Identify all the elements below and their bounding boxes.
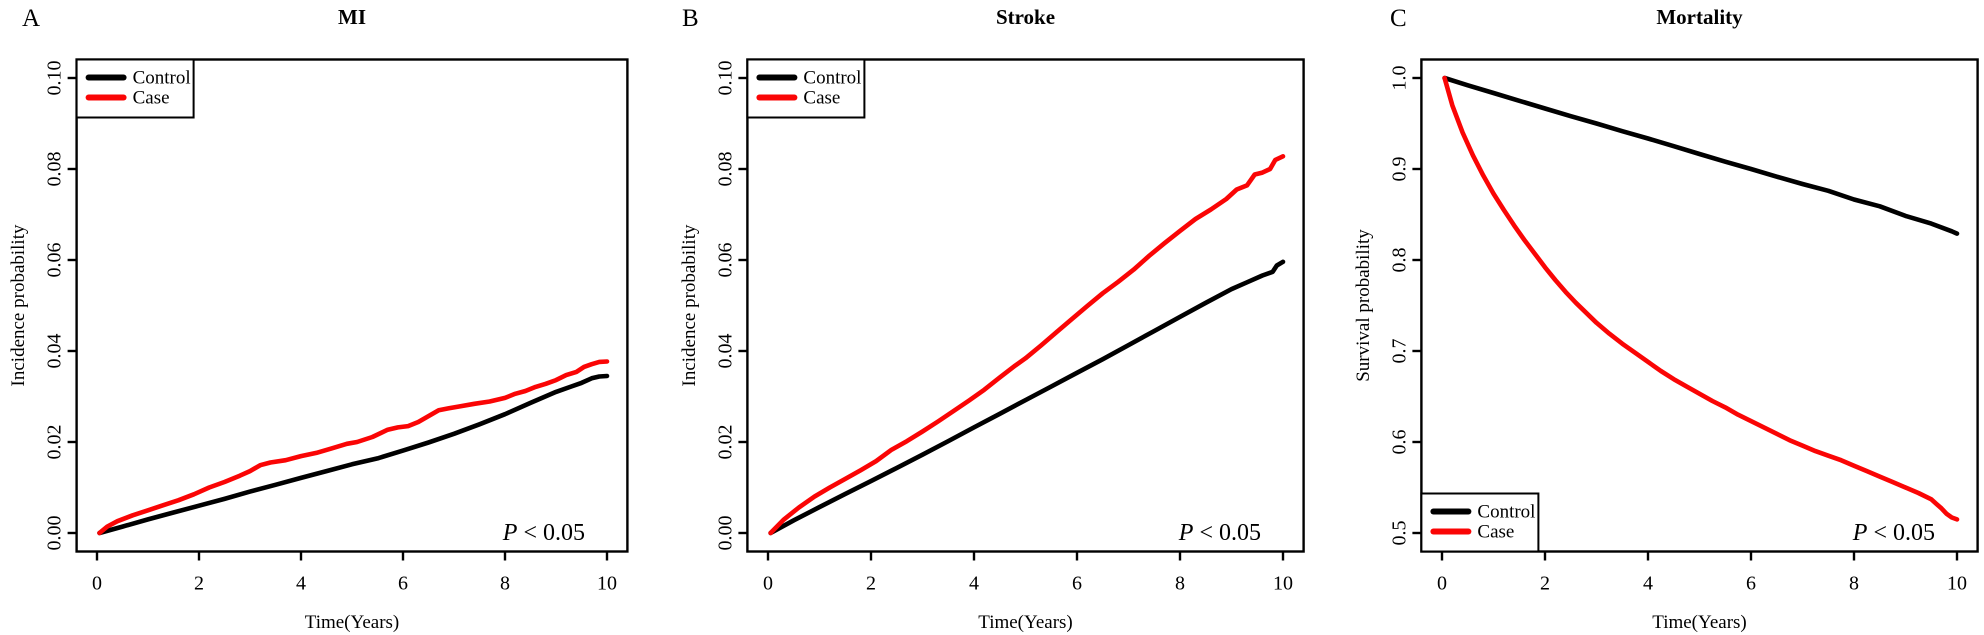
y-tick-label: 0.9	[1388, 157, 1410, 182]
x-tick-label: 4	[1643, 573, 1653, 595]
chart-title: Mortality	[1656, 5, 1743, 29]
y-tick-label: 0.10	[44, 61, 66, 96]
y-tick-label: 0.08	[44, 152, 66, 187]
y-tick-label: 0.02	[714, 425, 736, 460]
legend-box	[746, 58, 866, 119]
legend-label-case: Case	[1477, 522, 1514, 543]
legend-label-control: Control	[1477, 502, 1535, 523]
x-tick-label: 8	[500, 573, 510, 595]
p-value-annotation: P < 0.05	[1852, 520, 1935, 546]
panel-c: C Mortality 0 2 4 6 8 10 0.5 0.6 0.7 0.8 0.9 1.0 Time(…	[1353, 5, 1979, 633]
x-tick-label: 6	[398, 573, 408, 595]
control-curve	[1442, 75, 1960, 236]
y-tick-label: 0.00	[44, 516, 66, 551]
y-tick-label: 1.0	[1388, 66, 1410, 91]
legend-label-control: Control	[803, 68, 861, 89]
x-tick-label: 2	[194, 573, 204, 595]
case-curve	[768, 154, 1286, 536]
x-tick-label: 2	[1540, 573, 1550, 595]
y-tick-label: 0.06	[714, 243, 736, 278]
x-axis-label: Time(Years)	[1652, 612, 1747, 633]
x-tick-label: 10	[597, 573, 617, 595]
y-tick-label: 0.04	[714, 334, 736, 369]
y-tick-label: 0.06	[44, 243, 66, 278]
p-value-annotation: P < 0.05	[502, 520, 585, 546]
y-axis-label: Survival probability	[1353, 229, 1374, 382]
p-value-annotation: P < 0.05	[1178, 520, 1261, 546]
legend-label-control: Control	[133, 68, 191, 89]
case-curve	[97, 359, 610, 536]
y-tick-label: 0.08	[714, 152, 736, 187]
x-tick-label: 4	[969, 573, 979, 595]
x-axis-label: Time(Years)	[978, 612, 1073, 633]
y-tick-label: 0.04	[44, 334, 66, 369]
plot-box	[1420, 58, 1979, 553]
x-tick-label: 10	[1273, 573, 1293, 595]
y-axis-label: Incidence probability	[679, 224, 700, 386]
x-tick-label: 6	[1072, 573, 1082, 595]
plot-box	[75, 58, 629, 553]
y-tick-label: 0.7	[1388, 339, 1410, 364]
y-axis-label: Incidence probability	[8, 224, 29, 386]
chart-title: MI	[338, 5, 366, 29]
chart-title: Stroke	[996, 5, 1055, 29]
x-axis-label: Time(Years)	[305, 612, 400, 633]
y-tick-label: 0.8	[1388, 248, 1410, 273]
x-tick-label: 0	[763, 573, 773, 595]
case-curve	[1442, 75, 1960, 522]
panel-letter: B	[682, 5, 699, 32]
x-tick-label: 4	[296, 573, 306, 595]
x-tick-label: 0	[1437, 573, 1447, 595]
y-tick-label: 0.5	[1388, 521, 1410, 546]
y-tick-label: 0.00	[714, 516, 736, 551]
x-tick-label: 2	[866, 573, 876, 595]
legend-label-case: Case	[133, 88, 170, 109]
x-tick-label: 10	[1947, 573, 1967, 595]
control-curve	[97, 373, 610, 536]
legend-box	[1420, 492, 1540, 553]
x-tick-label: 0	[92, 573, 102, 595]
panel-a: A MI 0 2 4 6 8 10 0.00 0.02 0.04 0.06 0.08 0.10 Time(Y…	[8, 5, 629, 633]
y-tick-label: 0.6	[1388, 430, 1410, 455]
y-tick-label: 0.10	[714, 61, 736, 96]
y-tick-label: 0.02	[44, 425, 66, 460]
legend-box	[75, 58, 195, 119]
x-tick-label: 8	[1849, 573, 1859, 595]
panel-letter: A	[22, 5, 40, 32]
x-tick-label: 6	[1746, 573, 1756, 595]
legend-label-case: Case	[803, 88, 840, 109]
plot-box	[746, 58, 1305, 553]
control-curve	[768, 259, 1286, 536]
x-tick-label: 8	[1175, 573, 1185, 595]
panel-b: B Stroke 0 2 4 6 8 10 0.00 0.02 0.04 0.06 0.08 0.10 Ti…	[679, 5, 1305, 633]
panel-letter: C	[1390, 5, 1407, 32]
